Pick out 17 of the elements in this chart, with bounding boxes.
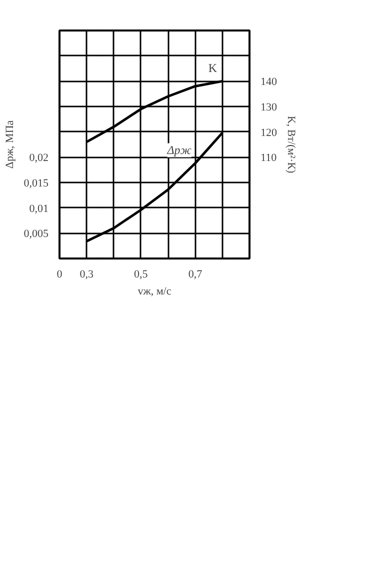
series-label: Δpж <box>166 143 192 158</box>
y2-tick-label: 120 <box>260 126 278 139</box>
x-tick-label: 0 <box>56 268 63 280</box>
y-tick-label: 0,01 <box>29 202 48 215</box>
y-tick-label: 0,005 <box>24 228 49 240</box>
y2-axis-title: K, Вт/(м²·К) <box>285 116 297 174</box>
y2-tick-label: 110 <box>260 152 278 164</box>
y2-tick-label: 130 <box>260 102 278 114</box>
y-tick-label: 0,015 <box>24 178 49 190</box>
x-tick-label: 0,5 <box>134 268 148 280</box>
y2-tick-label: 140 <box>260 76 278 88</box>
y-axis-title: Δpж, МПа <box>4 120 16 169</box>
series-label: K <box>208 61 218 76</box>
x-tick-label: 0,3 <box>80 268 94 280</box>
y-tick-label: 0,02 <box>29 152 48 164</box>
x-axis-title: vж, м/с <box>138 286 172 298</box>
x-tick-label: 0,7 <box>188 268 203 280</box>
